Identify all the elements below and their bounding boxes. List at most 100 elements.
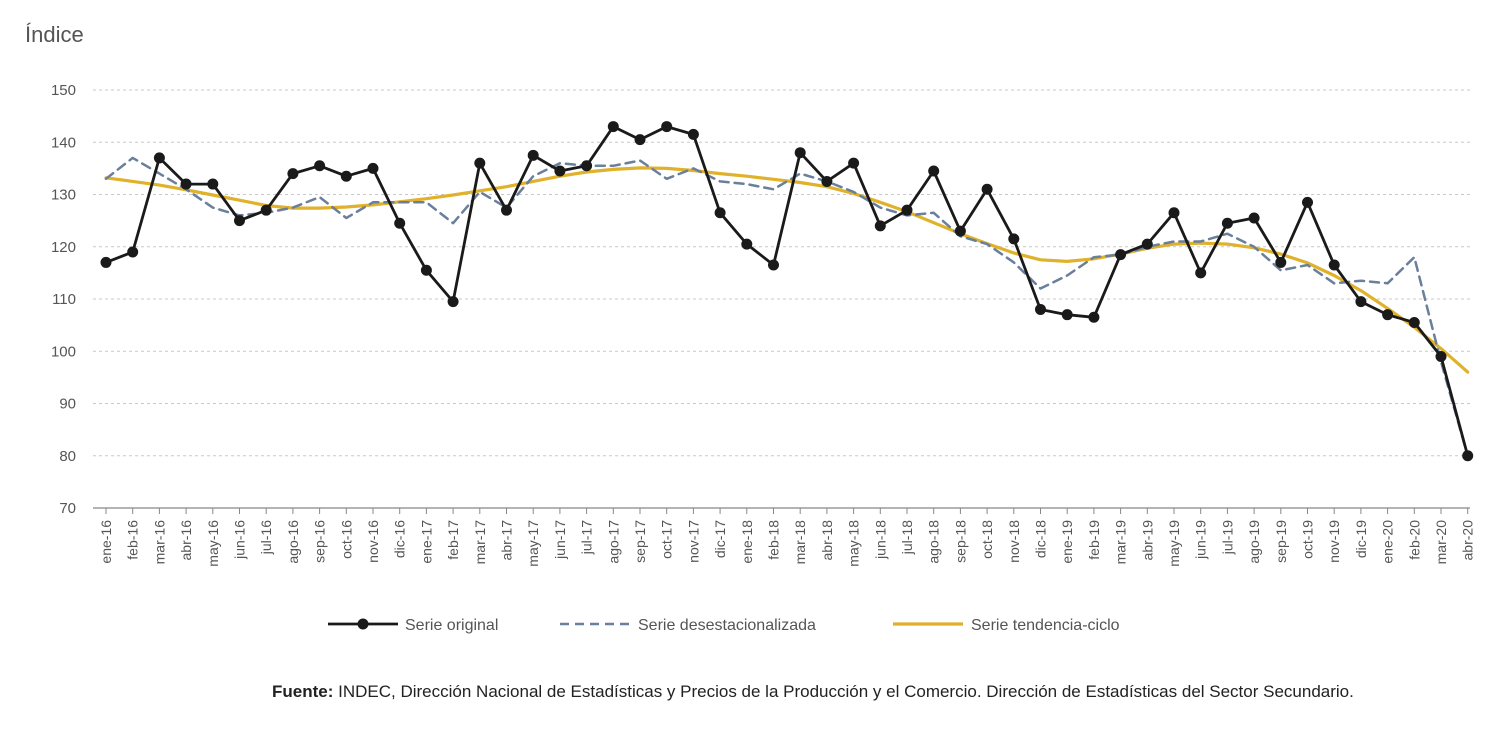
- x-tick-label: jul-18: [899, 520, 915, 555]
- x-tick-label: mar-20: [1433, 520, 1449, 565]
- series-line-serie-desestacionalizada: [104, 156, 1469, 458]
- data-point: [287, 168, 299, 180]
- data-point: [607, 121, 619, 133]
- x-tick-label: jun-16: [232, 520, 248, 560]
- x-tick-label: oct-17: [659, 520, 675, 559]
- data-point: [1302, 196, 1313, 208]
- y-tick-label: 100: [51, 343, 76, 360]
- data-point: [901, 204, 913, 216]
- x-tick-label: jun-17: [552, 520, 568, 560]
- data-point: [1035, 303, 1046, 315]
- y-tick-label: 150: [51, 82, 76, 99]
- data-point: [874, 220, 886, 232]
- data-point: [1408, 317, 1420, 329]
- x-tick-label: jun-19: [1193, 520, 1209, 560]
- data-point: [420, 264, 432, 276]
- x-tick-label: ene-20: [1380, 520, 1396, 564]
- x-tick-label: feb-20: [1406, 520, 1422, 560]
- data-point: [821, 175, 833, 187]
- source-text: INDEC, Dirección Nacional de Estadística…: [338, 682, 1354, 701]
- data-point: [340, 170, 352, 182]
- y-tick-label: 80: [59, 448, 76, 465]
- y-tick-label: 140: [51, 134, 76, 151]
- x-axis-ticks: ene-16 feb-16 mar-16 abr-16 may-16 jun-16 jul-…: [98, 508, 1476, 567]
- x-tick-label: jul-19: [1219, 520, 1235, 555]
- data-point: [234, 215, 245, 227]
- data-point: [180, 178, 192, 190]
- x-tick-label: ene-18: [739, 520, 755, 564]
- x-tick-label: ago-18: [926, 520, 942, 564]
- data-point: [928, 165, 940, 177]
- data-point: [1328, 259, 1340, 271]
- series-lines: [100, 121, 1474, 462]
- data-point: [1275, 256, 1287, 268]
- source-label: Fuente:: [272, 682, 334, 701]
- x-tick-label: nov-16: [365, 520, 381, 563]
- data-point: [394, 217, 406, 229]
- x-tick-label: sep-18: [952, 520, 968, 563]
- x-tick-label: jun-18: [872, 520, 888, 560]
- x-tick-label: nov-17: [685, 520, 701, 563]
- y-tick-label: 130: [51, 187, 76, 204]
- x-tick-label: sep-19: [1273, 520, 1289, 563]
- source-note: Fuente: INDEC, Dirección Nacional de Est…: [272, 681, 1482, 703]
- x-tick-label: dic-17: [712, 520, 728, 558]
- legend: Serie original Serie desestacionalizada Se…: [328, 617, 1120, 634]
- x-tick-label: mar-17: [472, 520, 488, 565]
- x-tick-label: ago-17: [605, 520, 621, 564]
- x-tick-label: ene-16: [98, 520, 114, 564]
- data-point: [634, 134, 646, 146]
- x-tick-label: nov-19: [1326, 520, 1342, 563]
- data-point: [100, 256, 112, 268]
- x-tick-label: may-17: [525, 520, 541, 567]
- gridlines: [93, 89, 1470, 509]
- y-tick-label: 120: [51, 239, 76, 256]
- data-point: [1248, 212, 1260, 224]
- x-tick-label: ago-19: [1246, 520, 1262, 564]
- data-point: [127, 246, 139, 258]
- data-point: [1462, 450, 1474, 462]
- data-point: [1115, 249, 1127, 261]
- series-line-serie-tendencia-ciclo: [104, 166, 1470, 374]
- data-point: [554, 165, 566, 177]
- x-tick-label: dic-16: [392, 520, 408, 558]
- legend-label: Serie tendencia-ciclo: [971, 617, 1120, 634]
- data-point: [794, 147, 806, 159]
- data-point: [714, 207, 726, 219]
- data-point: [1435, 350, 1447, 362]
- x-tick-label: mar-19: [1113, 520, 1129, 565]
- x-tick-label: sep-16: [312, 520, 328, 563]
- x-tick-label: abr-18: [819, 520, 835, 561]
- x-tick-label: abr-16: [178, 520, 194, 561]
- legend-label: Serie desestacionalizada: [638, 617, 816, 634]
- x-tick-label: abr-17: [499, 520, 515, 561]
- data-point: [661, 121, 673, 133]
- data-point: [741, 238, 753, 250]
- data-point: [1195, 267, 1207, 279]
- data-point: [1061, 309, 1073, 321]
- data-point: [1382, 309, 1394, 321]
- x-tick-label: abr-19: [1139, 520, 1155, 561]
- x-tick-label: oct-18: [979, 520, 995, 559]
- data-point: [447, 296, 459, 308]
- y-axis-title: Índice: [25, 22, 84, 47]
- x-tick-label: mar-16: [151, 520, 167, 565]
- y-axis-ticks: 70 80 90 100 110 120 130 140 150: [51, 82, 76, 517]
- data-point: [314, 160, 326, 172]
- x-tick-label: mar-18: [792, 520, 808, 565]
- y-tick-label: 70: [59, 500, 76, 517]
- data-point: [501, 204, 512, 216]
- data-point: [1141, 238, 1153, 250]
- data-point: [474, 157, 486, 169]
- series-line-serie-original: [104, 125, 1470, 458]
- y-tick-label: 110: [52, 291, 76, 308]
- x-tick-label: ene-17: [418, 520, 434, 564]
- x-tick-label: feb-16: [125, 520, 141, 560]
- x-tick-label: ago-16: [285, 520, 301, 564]
- x-tick-label: sep-17: [632, 520, 648, 563]
- x-tick-label: oct-19: [1300, 520, 1316, 559]
- data-point: [768, 259, 779, 271]
- y-tick-label: 90: [59, 396, 76, 413]
- data-point: [581, 160, 593, 172]
- x-tick-label: oct-16: [338, 520, 354, 559]
